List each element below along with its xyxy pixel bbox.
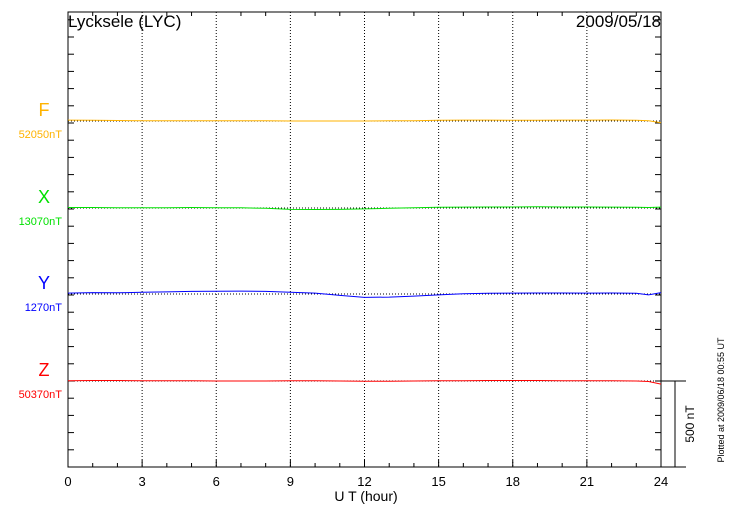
plot-frame — [67, 11, 662, 468]
plotted-at-footer: Plotted at 2009/06/18 00:55 UT — [716, 337, 726, 463]
series-name-X: X — [38, 187, 50, 207]
series-line-F — [67, 119, 662, 124]
series-name-F: F — [39, 100, 50, 120]
x-tick-label: 12 — [357, 474, 371, 489]
series-name-Y: Y — [38, 273, 50, 293]
x-axis-label: U T (hour) — [334, 488, 397, 504]
x-tick-label: 6 — [213, 474, 220, 489]
series-line-Z — [67, 380, 662, 385]
x-tick-label: 9 — [287, 474, 294, 489]
series-baseline-Z: 50370nT — [19, 389, 63, 401]
x-tick-label: 18 — [506, 474, 520, 489]
x-tick-label: 15 — [431, 474, 445, 489]
series-line-X — [68, 206, 662, 211]
series-name-Z: Z — [39, 360, 50, 380]
series-baseline-Y: 1270nT — [25, 302, 63, 314]
series-baseline-X: 13070nT — [19, 216, 63, 228]
series-line-Y — [67, 290, 662, 298]
x-tick-label: 21 — [580, 474, 594, 489]
x-tick-label: 3 — [139, 474, 146, 489]
chart-title: Lycksele (LYC) — [68, 12, 181, 31]
x-tick-label: 0 — [64, 474, 71, 489]
chart-date: 2009/05/18 — [576, 12, 661, 31]
scale-bar-label: 500 nT — [683, 405, 697, 443]
x-tick-label: 24 — [654, 474, 668, 489]
series-baseline-F: 52050nT — [19, 129, 63, 141]
